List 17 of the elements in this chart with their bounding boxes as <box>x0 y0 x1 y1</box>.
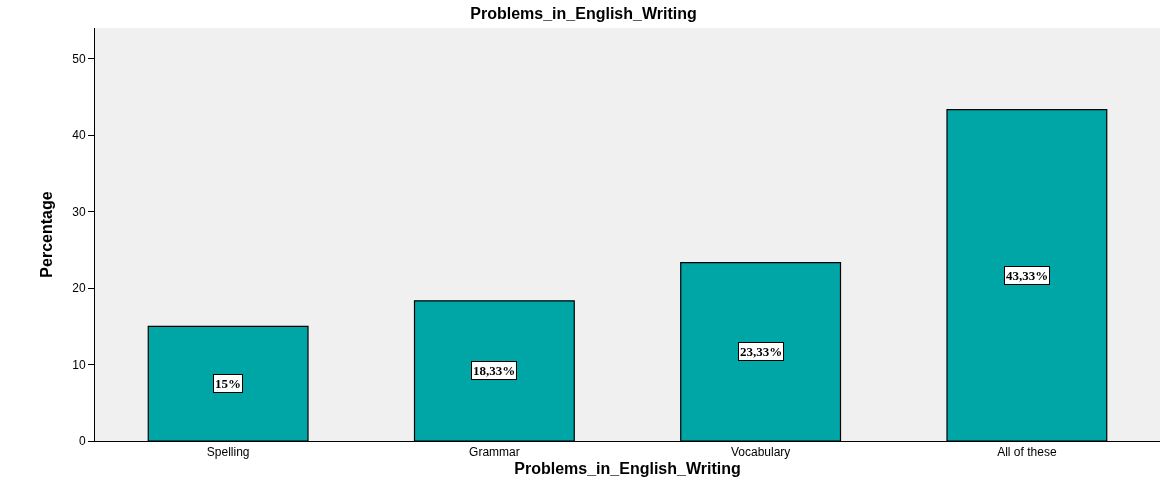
y-tick-label: 10 <box>72 357 86 372</box>
y-tick-label: 0 <box>78 434 86 449</box>
x-axis-title: Problems_in_English_Writing <box>514 460 741 478</box>
y-tick-label: 20 <box>72 281 86 296</box>
data-label: 15% <box>215 376 241 391</box>
data-label: 18,33% <box>473 363 516 378</box>
y-tick-label: 30 <box>72 204 86 219</box>
x-tick-label: All of these <box>997 445 1057 460</box>
y-tick-label: 40 <box>72 128 86 143</box>
y-tick-label: 50 <box>72 51 86 66</box>
data-label: 43,33% <box>1006 268 1049 283</box>
data-label: 23,33% <box>740 344 783 359</box>
x-tick-label: Vocabulary <box>730 445 791 460</box>
chart-title: Problems_in_English_Writing <box>470 4 697 22</box>
x-tick-label: Grammar <box>469 445 520 460</box>
y-axis-title: Percentage <box>38 191 56 278</box>
x-tick-label: Spelling <box>206 445 250 460</box>
